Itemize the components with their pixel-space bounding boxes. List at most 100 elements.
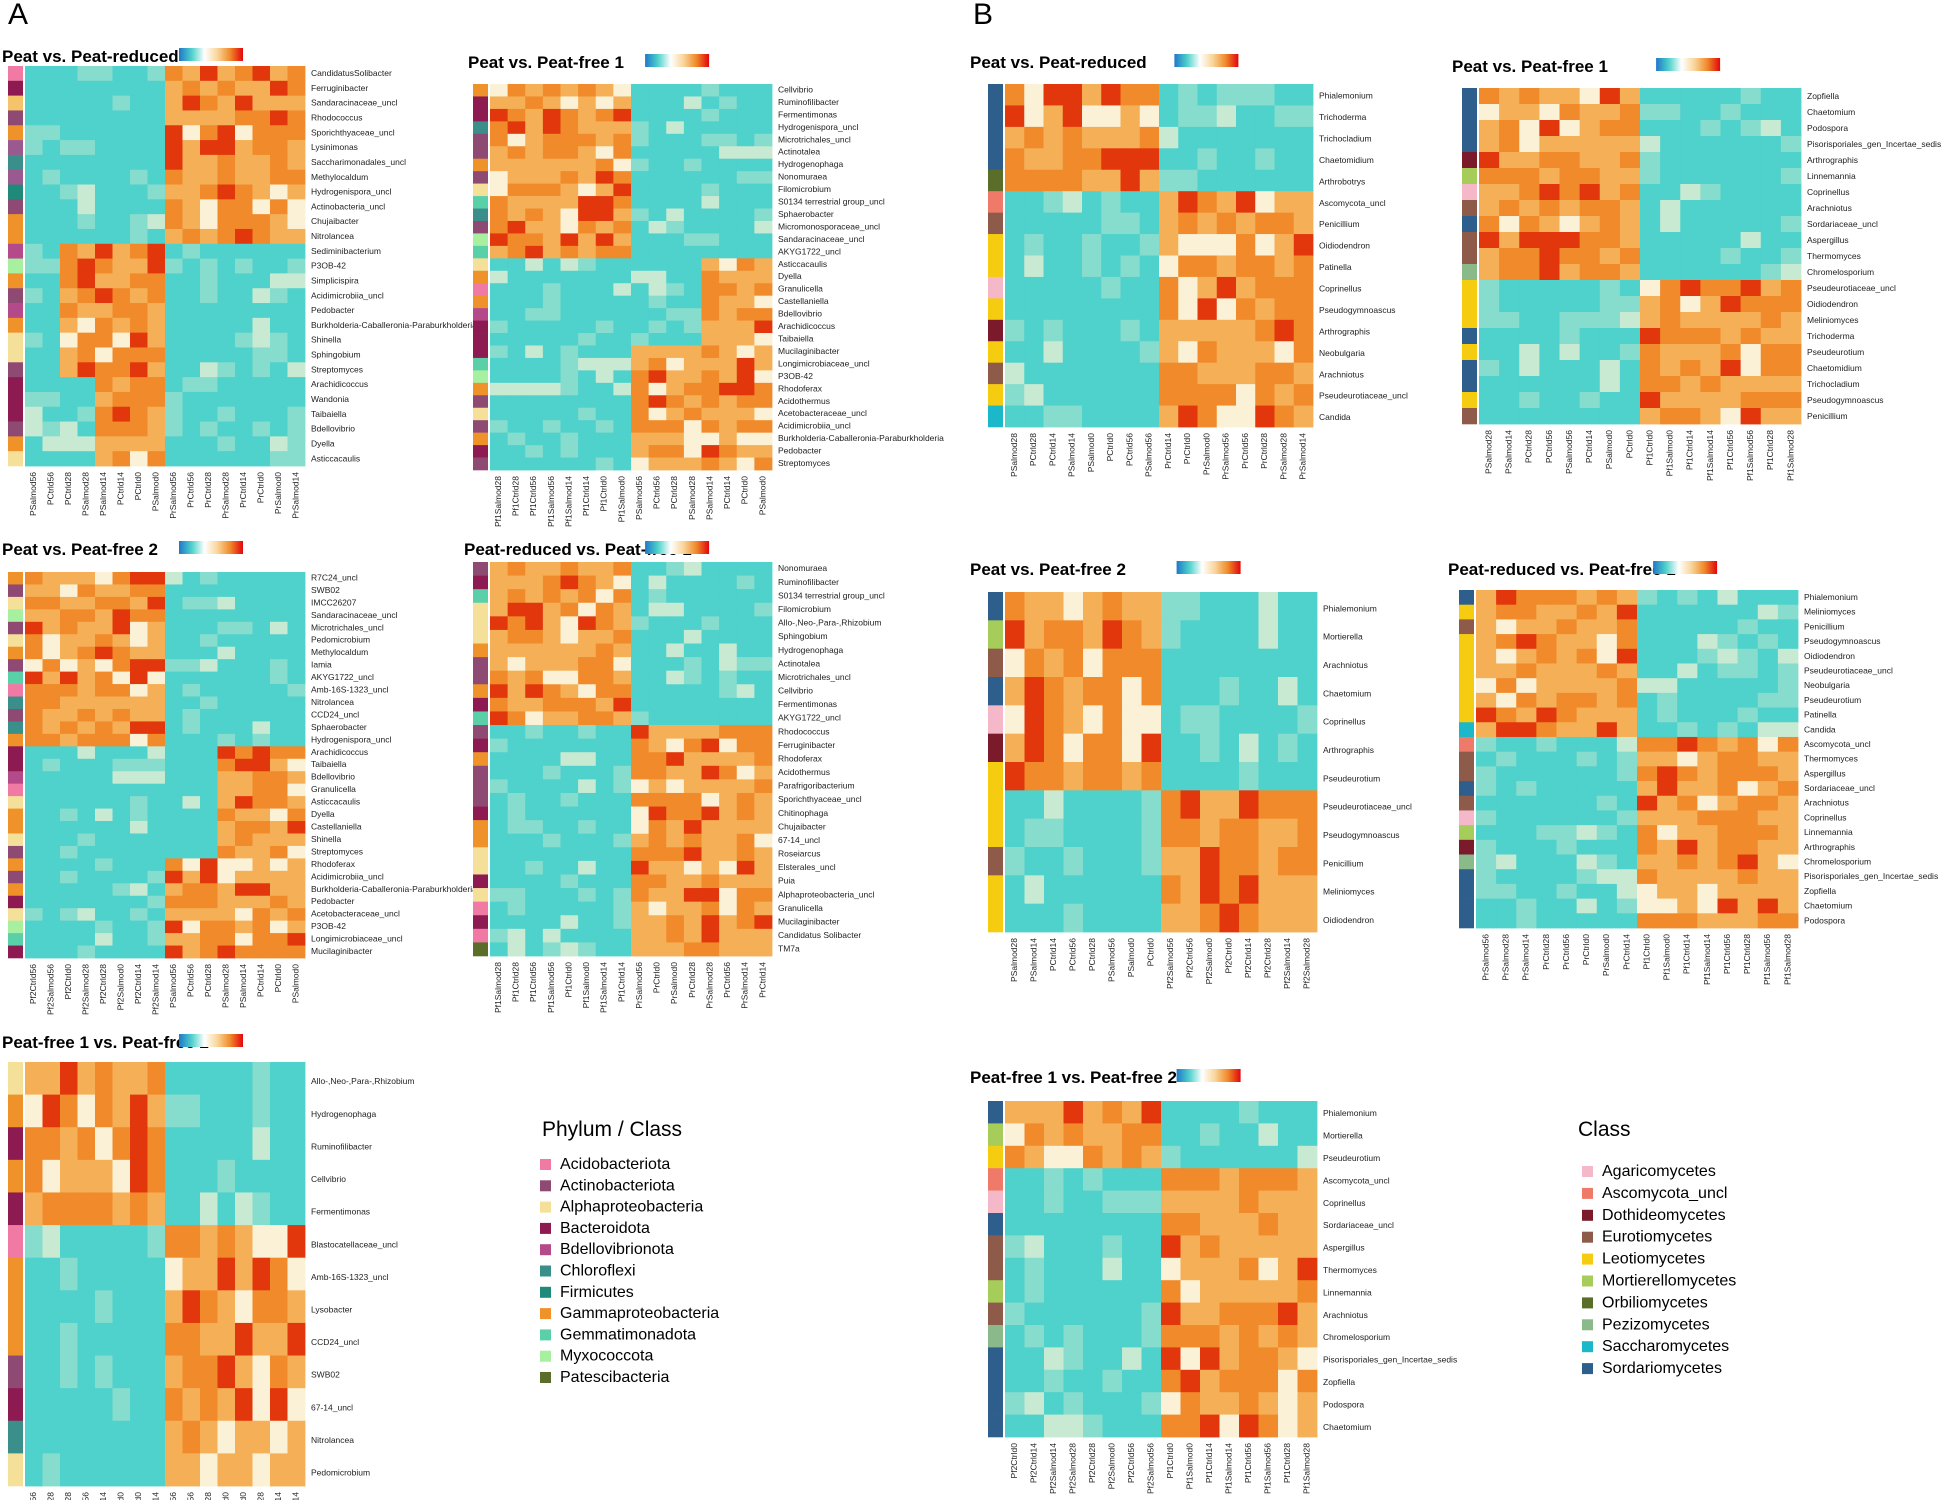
heatmap-cell <box>1599 296 1621 313</box>
heatmap-cell <box>1180 1190 1201 1214</box>
legend-swatch <box>540 1286 551 1298</box>
heatmap-cell <box>1180 648 1201 678</box>
heatmap-cell <box>42 621 61 635</box>
heatmap-cell <box>683 283 702 297</box>
heatmap-cell <box>595 395 614 409</box>
heatmap-cell <box>287 1159 306 1193</box>
color-key-bar <box>1176 1069 1241 1082</box>
heatmap-cell <box>666 357 685 371</box>
heatmap-cell <box>217 1159 236 1193</box>
heatmap-cell <box>1062 234 1083 256</box>
heatmap-cell <box>287 406 306 422</box>
row-label: Patinella <box>1804 710 1837 720</box>
heatmap-cell <box>1576 898 1598 914</box>
heatmap-cell <box>60 920 78 934</box>
heatmap-cell <box>1180 1347 1201 1371</box>
heatmap-cell <box>754 765 773 780</box>
heatmap-cell <box>631 792 650 807</box>
heatmap-cell <box>631 575 650 590</box>
heatmap-cell <box>683 602 702 617</box>
heatmap-cell <box>1139 255 1160 278</box>
heatmap-cell <box>1120 105 1141 128</box>
heatmap-title: Peat vs. Peat-free 1 <box>1452 57 1608 76</box>
column-label: PCtrld0 <box>273 964 283 993</box>
heatmap-cell <box>1005 1123 1025 1147</box>
heatmap-cell <box>252 933 271 946</box>
heatmap-cell <box>719 928 738 943</box>
heatmap-cell <box>1258 1280 1279 1303</box>
heatmap-cell <box>507 575 526 590</box>
heatmap-cell <box>701 370 720 384</box>
heatmap-cell <box>1255 319 1275 342</box>
heatmap-cell <box>701 792 720 807</box>
heatmap-cell <box>217 696 236 710</box>
heatmap-cell <box>613 874 632 889</box>
heatmap-cell <box>736 725 755 740</box>
heatmap-cell <box>130 908 148 922</box>
heatmap-cell <box>217 288 236 304</box>
heatmap-cell <box>165 421 183 437</box>
row-annotation <box>8 908 23 921</box>
column-label: Pf2Ctrld56 <box>1126 1443 1136 1483</box>
heatmap-cell <box>1677 913 1698 929</box>
heatmap-cell <box>1717 619 1739 635</box>
heatmap-cell <box>542 697 561 712</box>
heatmap-cell <box>77 451 96 467</box>
heatmap-cell <box>1717 825 1739 841</box>
heatmap-cell <box>1619 328 1641 345</box>
heatmap-cell <box>1519 200 1540 217</box>
heatmap-cell <box>165 646 183 660</box>
heatmap-cell <box>1757 634 1779 650</box>
heatmap-cell <box>1043 84 1064 106</box>
row-annotation <box>1459 810 1474 826</box>
heatmap-cell <box>1255 341 1275 364</box>
heatmap-cell <box>165 317 183 334</box>
heatmap-cell <box>270 347 288 363</box>
legend-swatch <box>540 1308 551 1320</box>
heatmap-cell <box>1780 344 1802 361</box>
heatmap-cell <box>1499 152 1520 169</box>
heatmap-cell <box>542 670 561 685</box>
heatmap-cell <box>648 847 667 862</box>
heatmap-cell <box>147 1453 166 1487</box>
heatmap-cell <box>1024 1369 1045 1393</box>
heatmap-cell <box>252 1159 271 1193</box>
heatmap-cell <box>77 671 96 685</box>
heatmap-cell <box>200 796 218 809</box>
heatmap-cell <box>42 945 61 959</box>
legend-swatch <box>540 1350 551 1362</box>
heatmap-cell <box>95 125 113 141</box>
heatmap-cell <box>1024 790 1045 820</box>
heatmap-cell <box>77 845 96 859</box>
row-label: Pedobacter <box>311 896 355 906</box>
heatmap-cell <box>235 332 253 348</box>
heatmap-cell <box>683 725 702 740</box>
heatmap-cell <box>701 901 720 916</box>
heatmap-cell <box>542 407 561 421</box>
heatmap-cell <box>578 308 597 321</box>
heatmap-cell <box>683 629 702 644</box>
heatmap-cell <box>1216 384 1237 406</box>
heatmap-cell <box>560 860 579 875</box>
row-label: Mucilaginibacter <box>778 346 840 356</box>
heatmap-cell <box>1519 216 1540 233</box>
heatmap-cell <box>1780 408 1802 425</box>
heatmap-cell <box>719 765 738 780</box>
heatmap-cell <box>1496 663 1517 679</box>
heatmap-cell <box>1102 1235 1123 1259</box>
heatmap-cell <box>1536 604 1557 620</box>
heatmap-cell <box>595 589 614 604</box>
row-label: Penicillium <box>1323 858 1364 868</box>
row-label: Arachniotus <box>1323 1310 1368 1320</box>
heatmap-cell <box>182 596 201 610</box>
heatmap-cell <box>1680 152 1701 169</box>
heatmap-cell <box>1122 1302 1142 1326</box>
heatmap-cell <box>235 1388 253 1422</box>
heatmap-cell <box>666 320 685 334</box>
heatmap-cell <box>595 171 614 185</box>
heatmap-cell <box>1297 1392 1318 1415</box>
heatmap-cell <box>95 95 113 111</box>
heatmap-cell <box>270 1094 288 1128</box>
heatmap-cell <box>1619 200 1641 217</box>
heatmap-cell <box>683 589 702 604</box>
